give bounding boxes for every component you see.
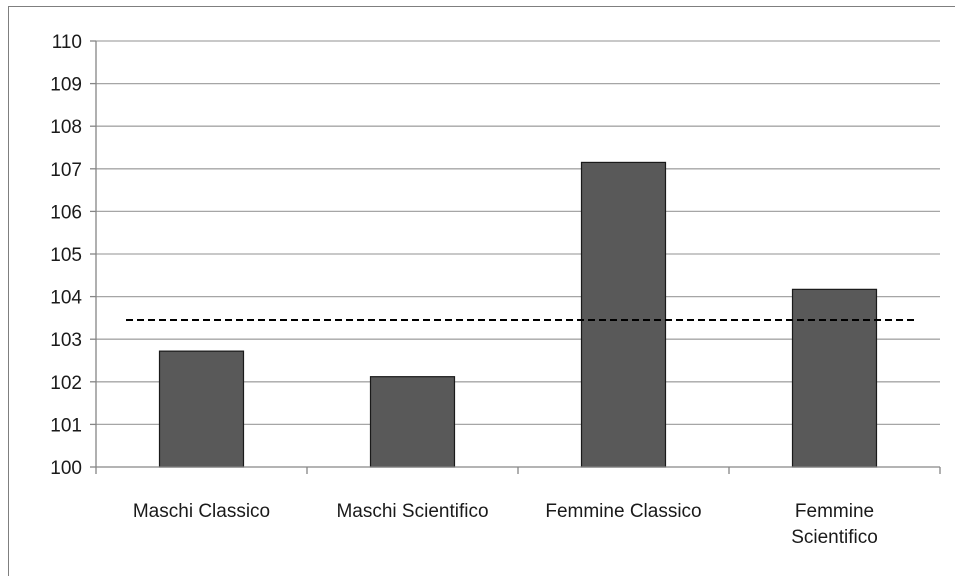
x-category-label: Femmine Scientifico <box>791 501 878 548</box>
x-category-label: Femmine Classico <box>545 501 701 522</box>
x-category-label: Maschi Scientifico <box>336 501 488 522</box>
bar-3 <box>791 288 878 468</box>
y-tick-label: 110 <box>52 32 82 53</box>
y-tick-label: 105 <box>50 245 82 266</box>
y-tick-label: 100 <box>50 458 82 479</box>
bar-0 <box>158 350 245 468</box>
y-tick-label: 102 <box>50 373 82 394</box>
y-tick-label: 103 <box>50 330 82 351</box>
x-category-labels: Maschi Classico Maschi Scientifico Femmine… <box>133 501 878 548</box>
x-category-label-line: Femmine Classico <box>545 501 701 522</box>
x-category-label-line: Scientifico <box>791 527 878 548</box>
y-tick-label: 109 <box>50 75 82 96</box>
x-category-label-line: Femmine <box>795 501 874 522</box>
y-tick-label: 101 <box>50 415 82 436</box>
bar-1 <box>369 376 456 468</box>
y-tick-label: 108 <box>50 117 82 138</box>
y-tick-label: 107 <box>50 160 82 181</box>
y-tick-label: 104 <box>50 288 82 309</box>
x-category-label-line: Maschi Classico <box>133 501 270 522</box>
y-tick-label: 106 <box>50 202 82 223</box>
bars <box>158 161 878 468</box>
x-category-label-line: Maschi Scientifico <box>336 501 488 522</box>
bar-2 <box>580 161 667 468</box>
axes <box>90 40 941 474</box>
y-tick-labels: 100 101 102 103 104 105 106 107 108 109 110 <box>50 32 82 479</box>
x-category-label: Maschi Classico <box>133 501 270 522</box>
chart-frame <box>8 6 955 576</box>
